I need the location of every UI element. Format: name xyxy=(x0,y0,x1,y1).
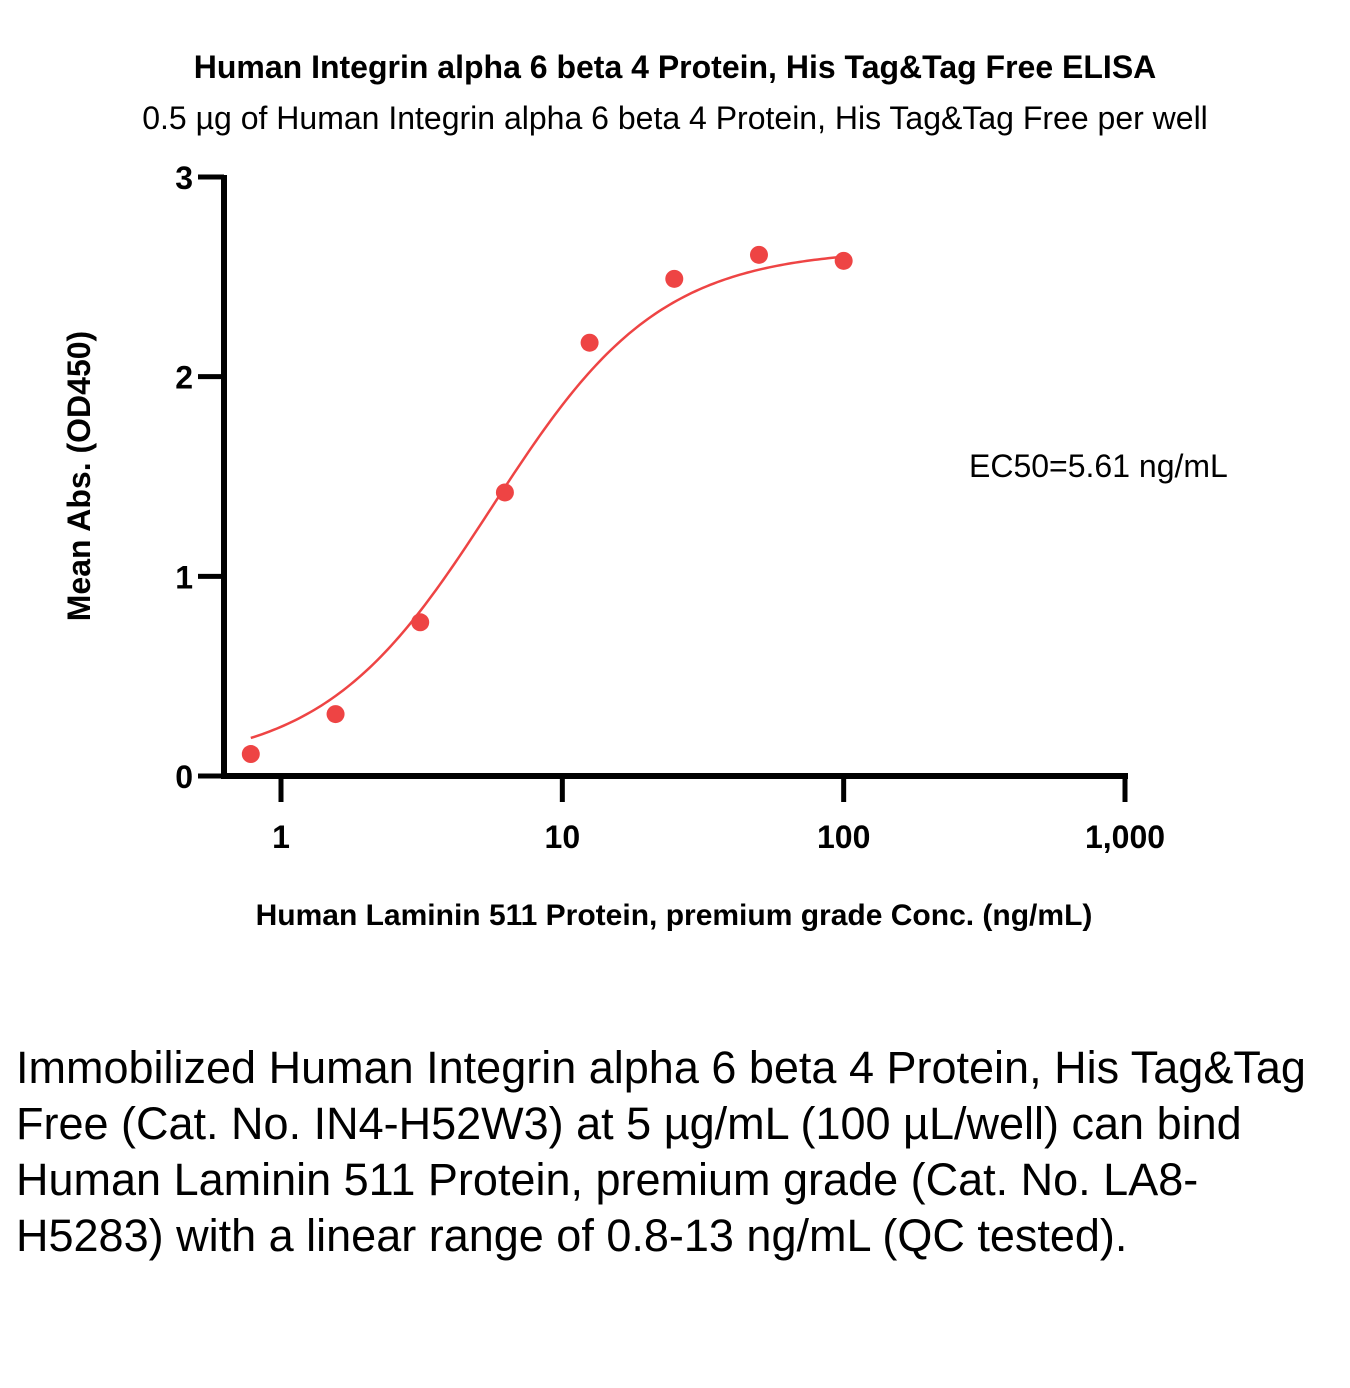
elisa-chart: 0 1 2 3 1 10 100 1,000 Mean Abs. (OD450) Human … xyxy=(61,160,1228,932)
axes xyxy=(221,175,1128,779)
y-tick-label: 0 xyxy=(175,759,193,795)
x-tick-label: 10 xyxy=(545,819,581,855)
x-axis-label: Human Laminin 511 Protein, premium grade… xyxy=(256,899,1093,932)
data-point xyxy=(495,483,514,502)
chart-title: Human Integrin alpha 6 beta 4 Protein, H… xyxy=(193,49,1157,85)
y-tick-label: 3 xyxy=(175,160,193,196)
tick-group: 0 1 2 3 1 10 100 1,000 xyxy=(175,160,1165,855)
y-axis-label: Mean Abs. (OD450) xyxy=(61,331,97,621)
data-point xyxy=(834,251,853,270)
data-point xyxy=(665,269,684,288)
data-point xyxy=(749,245,768,264)
x-tick-label: 1 xyxy=(272,819,290,855)
x-tick-label: 1,000 xyxy=(1085,819,1165,855)
data-points xyxy=(241,245,853,764)
x-tick-label: 100 xyxy=(817,819,870,855)
fit-curve xyxy=(250,255,844,740)
y-tick-label: 2 xyxy=(175,360,193,396)
y-tick-label: 1 xyxy=(175,559,193,595)
ec50-annotation: EC50=5.61 ng/mL xyxy=(969,448,1228,484)
data-point xyxy=(411,613,430,632)
data-point xyxy=(326,705,345,724)
figure-caption: Immobilized Human Integrin alpha 6 beta … xyxy=(16,1042,1306,1261)
data-point xyxy=(580,333,599,352)
data-point xyxy=(241,745,260,764)
chart-subtitle: 0.5 µg of Human Integrin alpha 6 beta 4 … xyxy=(142,100,1208,136)
